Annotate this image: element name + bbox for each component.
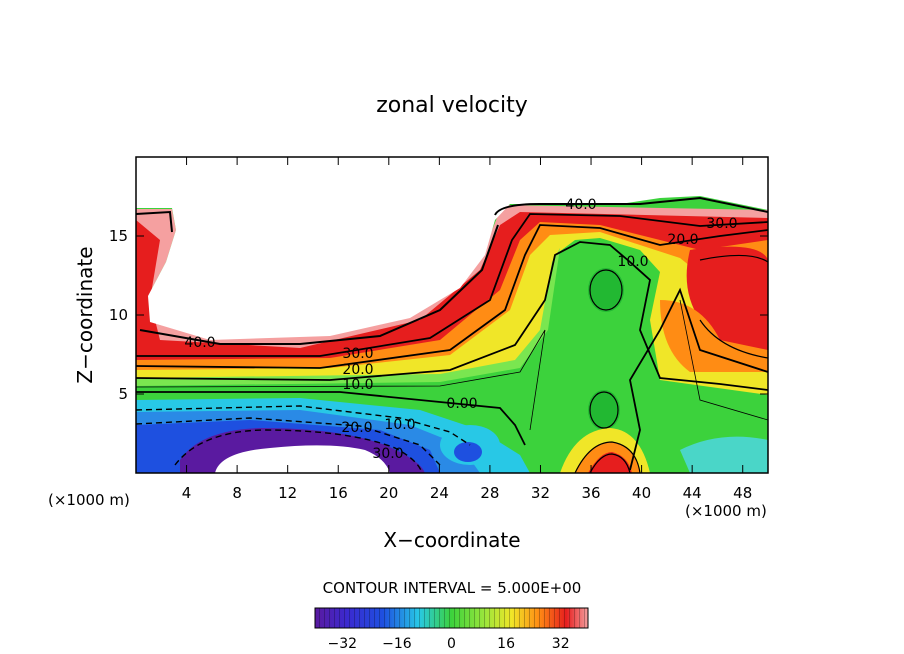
region-blank-upper <box>136 157 768 340</box>
region-center-core-green <box>588 268 624 312</box>
y-tick-label: 15 <box>109 227 128 245</box>
x-unit-left: (×1000 m) <box>48 491 130 509</box>
y-tick-label: 10 <box>109 306 128 324</box>
contour-label: 20.0 <box>667 232 698 248</box>
contour-field: 40.0 30.0 20.0 10.0 0.00 10.0 20.0 30.0 … <box>136 157 768 473</box>
y-tick-label: 5 <box>118 385 128 403</box>
contour-line-30 <box>136 213 768 357</box>
contour-thin-mid <box>136 299 768 431</box>
contour-label: 20.0 <box>342 362 373 378</box>
region-east-red-lobe <box>686 246 768 360</box>
colorbar-tick-label: −16 <box>382 636 412 652</box>
contour-line-neg30 <box>174 429 423 473</box>
contour-label: 20.0 <box>341 420 372 436</box>
x-tick-label: 4 <box>182 484 192 502</box>
x-axis-label: X−coordinate <box>383 528 520 552</box>
x-tick-label: 28 <box>480 484 499 502</box>
x-tick-label: 48 <box>733 484 752 502</box>
contour-label: 30.0 <box>706 216 737 232</box>
x-tick-label: 24 <box>430 484 449 502</box>
x-tick-label: 20 <box>379 484 398 502</box>
colorbar-tick-label: 0 <box>447 636 456 652</box>
colorbar-tick-label: −32 <box>328 636 358 652</box>
contour-lines <box>136 196 768 473</box>
contour-line-0 <box>136 287 768 471</box>
contour-label: 10.0 <box>384 417 415 433</box>
y-axis-ticks: 5 10 15 <box>109 227 768 403</box>
contour-interval-text: CONTOUR INTERVAL = 5.000E+00 <box>323 579 582 597</box>
chart-title: zonal velocity <box>376 93 528 118</box>
contour-center-core <box>589 269 623 311</box>
contour-label: 40.0 <box>565 197 596 213</box>
region-eddy-blue <box>454 442 482 462</box>
colorbar-stripes <box>315 608 588 628</box>
region-center-low-core <box>588 390 620 430</box>
region-east-lower-cyan <box>680 436 768 473</box>
contour-label: 40.0 <box>184 335 215 351</box>
contour-label: 30.0 <box>342 346 373 362</box>
x-tick-label: 12 <box>278 484 297 502</box>
contour-line-20 <box>136 224 768 369</box>
colorbar-tick-label: 32 <box>552 636 570 652</box>
x-tick-label: 36 <box>581 484 600 502</box>
contour-center-low <box>589 391 619 429</box>
contour-labels: 40.0 30.0 20.0 10.0 0.00 10.0 20.0 30.0 … <box>184 197 737 462</box>
contour-bottom-bubble <box>574 441 641 473</box>
x-tick-label: 32 <box>531 484 550 502</box>
contour-label: 30.0 <box>372 446 403 462</box>
contour-line-40-upper <box>136 196 768 233</box>
contour-line-40-west <box>139 224 499 345</box>
contour-label: 10.0 <box>342 377 373 393</box>
contour-line-neg20 <box>136 417 441 466</box>
y-axis-label: Z−coordinate <box>73 246 97 383</box>
x-unit-right: (×1000 m) <box>685 502 767 520</box>
colorbar-frame <box>314 607 589 629</box>
colorbar: −32 −16 0 16 32 <box>314 607 589 652</box>
x-axis-ticks: 4 8 12 16 20 24 28 32 36 40 44 48 <box>182 157 752 502</box>
x-tick-label: 16 <box>329 484 348 502</box>
contour-line-neg10 <box>136 405 471 446</box>
x-tick-label: 40 <box>632 484 651 502</box>
colorbar-ticks: −32 −16 0 16 32 <box>328 636 570 652</box>
contour-label: 0.00 <box>446 396 477 412</box>
colorbar-tick-label: 16 <box>497 636 515 652</box>
contour-east-lobe <box>699 254 768 359</box>
x-tick-label: 44 <box>683 484 702 502</box>
x-tick-label: 8 <box>232 484 242 502</box>
contour-label: 10.0 <box>617 254 648 270</box>
region-blank-pocket <box>215 445 390 473</box>
contour-line-10 <box>136 241 768 391</box>
